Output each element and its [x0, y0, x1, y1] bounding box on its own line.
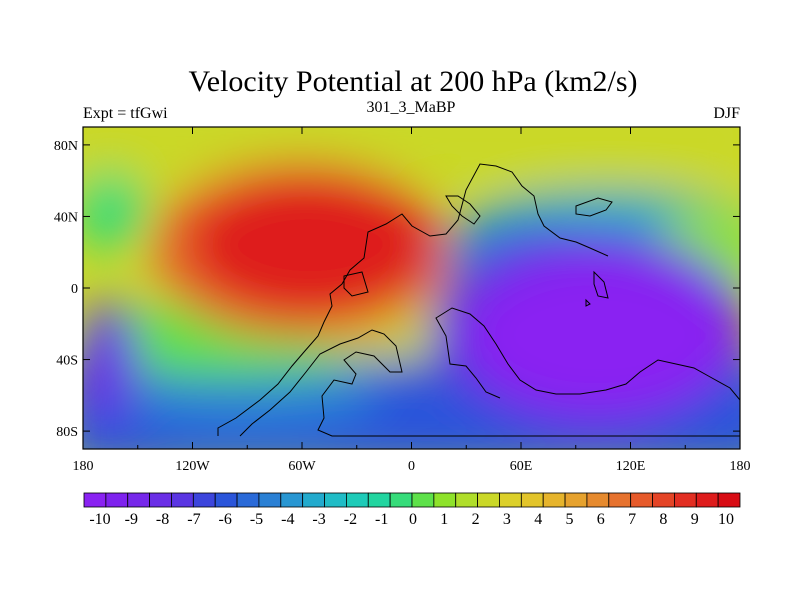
colorbar-label: -3 — [312, 511, 325, 528]
experiment-label: Expt = tfGwi — [83, 105, 168, 122]
colorbar-swatch — [345, 492, 369, 508]
colorbar-label: -6 — [219, 511, 232, 528]
colorbar-label: -7 — [187, 511, 200, 528]
colorbar-swatch — [83, 492, 107, 508]
colorbar-swatch — [586, 492, 610, 508]
colorbar-label: -10 — [89, 511, 110, 528]
colorbar-label: -5 — [250, 511, 263, 528]
x-tick-label: 0 — [408, 459, 415, 474]
colorbar-swatch — [236, 492, 260, 508]
colorbar-swatch — [564, 492, 588, 508]
colorbar-swatch — [367, 492, 391, 508]
contour-field — [83, 127, 740, 449]
y-tick-label: 80N — [54, 139, 78, 154]
x-tick-label: 60W — [288, 459, 316, 474]
x-tick-label: 180 — [730, 459, 751, 474]
x-tick-label: 120E — [616, 459, 646, 474]
colorbar-swatch — [324, 492, 347, 508]
colorbar-swatch — [499, 492, 522, 508]
colorbar-swatch — [674, 492, 697, 508]
colorbar-label: -9 — [125, 511, 138, 528]
colorbar-swatch — [455, 492, 479, 508]
colorbar-swatch — [652, 492, 675, 508]
colorbar-swatch — [192, 492, 216, 508]
colorbar-label: -2 — [344, 511, 357, 528]
colorbar-label: 9 — [691, 511, 699, 528]
colorbar-label: 2 — [472, 511, 480, 528]
colorbar-swatch — [717, 492, 741, 508]
case-label: 301_3_MaBP — [367, 99, 456, 116]
colorbar-label: 6 — [597, 511, 605, 528]
y-tick-label: 40S — [56, 354, 78, 369]
colorbar-swatch — [433, 492, 457, 508]
colorbar-label: 10 — [718, 511, 734, 528]
colorbar-swatch — [608, 492, 632, 508]
colorbar-swatch — [520, 492, 544, 508]
colorbar-swatch — [149, 492, 172, 508]
colorbar-label: 8 — [659, 511, 667, 528]
colorbar-swatch — [214, 492, 238, 508]
colorbar-swatch — [280, 492, 304, 508]
plot-title: Velocity Potential at 200 hPa (km2/s) — [188, 65, 637, 98]
colorbar-swatch — [389, 492, 413, 508]
colorbar-swatch — [630, 492, 653, 508]
y-axis: 80N 40N 0 40S 80S — [54, 139, 740, 440]
y-tick-label: 80S — [56, 425, 78, 440]
x-tick-label: 120W — [175, 459, 210, 474]
colorbar-label: 3 — [503, 511, 511, 528]
colorbar-swatch — [258, 492, 282, 508]
colorbar-label: -8 — [156, 511, 169, 528]
colorbar-swatch — [302, 492, 325, 508]
colorbar-label: -1 — [375, 511, 388, 528]
x-tick-label: 60E — [510, 459, 533, 474]
season-label: DJF — [713, 105, 740, 122]
colorbar-label: 5 — [566, 511, 574, 528]
colorbar-label: 0 — [409, 511, 417, 528]
colorbar-swatch — [171, 492, 194, 508]
colorbar-swatch — [105, 492, 129, 508]
colorbar-swatch — [411, 492, 435, 508]
colorbar-label: 7 — [628, 511, 636, 528]
colorbar-label: 4 — [534, 511, 542, 528]
x-tick-label: 180 — [73, 459, 94, 474]
colorbar-label: -4 — [281, 511, 294, 528]
colorbar-swatch — [127, 492, 150, 508]
y-tick-label: 0 — [71, 282, 78, 297]
x-axis: 180 120W 60W 0 60E 120E 180 — [73, 127, 751, 474]
colorbar-label: 1 — [440, 511, 448, 528]
colorbar-swatch — [542, 492, 566, 508]
colorbar-swatch — [695, 492, 719, 508]
colorbar: -10 -9 -8 -7 -6 -5 -4 -3 -2 -1 0 1 2 3 4 5 6 7 8 9 10 — [83, 492, 741, 528]
colorbar-swatch — [477, 492, 500, 508]
y-tick-label: 40N — [54, 210, 78, 225]
